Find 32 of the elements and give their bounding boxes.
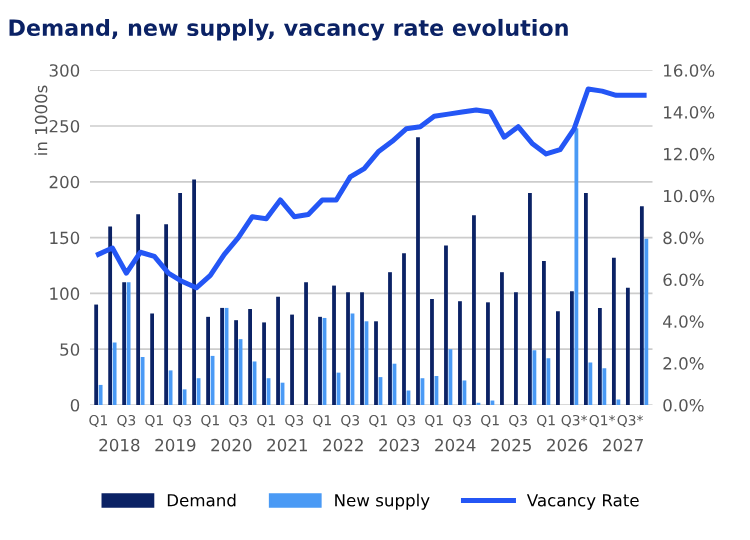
legend-label: Demand [167,493,236,507]
text: 2022 [323,438,363,452]
y2-tick-label: 12.0% [664,147,715,161]
y2-tick-label: 8.0% [663,231,704,245]
y-tick-label: 50 [60,343,80,356]
y-tick-label: 250 [49,119,80,133]
text: 2024 [435,438,476,452]
y-tick-label: 0 [70,398,80,412]
y-tick-label: 300 [49,64,80,77]
y2-tick-label: 4.0% [663,315,704,328]
text: 2025 [491,438,531,452]
legend-label: Vacancy Rate [526,494,639,510]
y2-tick-label: 10.0% [664,189,715,203]
text: 2023 [379,438,420,452]
text: 2026 [547,438,588,452]
chart-title: Demand, new supply, vacancy rate evolution [9,18,568,41]
text: 2019 [155,438,196,452]
text: 2020 [211,438,252,452]
y2-tick-label: 2.0% [663,357,704,370]
legend-label: New supply [335,493,430,510]
y2-tick-label: 0.0% [663,398,704,412]
y2-tick-label: 6.0% [663,273,704,287]
y-tick-label: 100 [50,287,80,300]
y-axis-title: in 1000s [34,85,48,155]
y2-tick-label: 16.0% [664,64,715,77]
y2-tick-label: 14.0% [664,106,715,119]
text: 2021 [267,438,307,452]
text: 2018 [99,438,140,452]
y-tick-label: 150 [50,231,80,245]
line-series [95,86,647,291]
y-tick-label: 200 [49,175,80,189]
text: 2027 [603,438,643,452]
